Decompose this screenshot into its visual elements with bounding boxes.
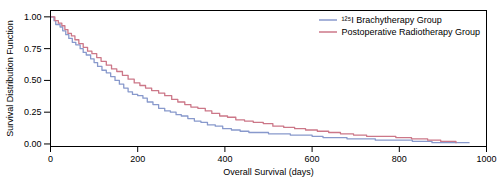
svg-text:0.75: 0.75 (24, 44, 42, 54)
svg-text:Overall Survival (days): Overall Survival (days) (223, 167, 314, 177)
html-text:¹²⁵I Brachytherapy Group: ¹²⁵I Brachytherapy Group (341, 15, 442, 25)
svg-text:400: 400 (217, 154, 232, 164)
svg-text:Survival Distribution Function: Survival Distribution Function (5, 20, 15, 137)
svg-text:800: 800 (392, 154, 407, 164)
svg-text:0: 0 (48, 154, 53, 164)
html-text:Postoperative Radiotherapy Gro: Postoperative Radiotherapy Group (341, 27, 480, 37)
svg-text:200: 200 (130, 154, 145, 164)
svg-text:0.25: 0.25 (24, 107, 42, 117)
svg-text:0.50: 0.50 (24, 75, 42, 85)
svg-text:0.00: 0.00 (24, 139, 42, 149)
svg-text:1.00: 1.00 (24, 12, 42, 22)
svg-text:1000: 1000 (476, 154, 496, 164)
svg-text:600: 600 (305, 154, 320, 164)
